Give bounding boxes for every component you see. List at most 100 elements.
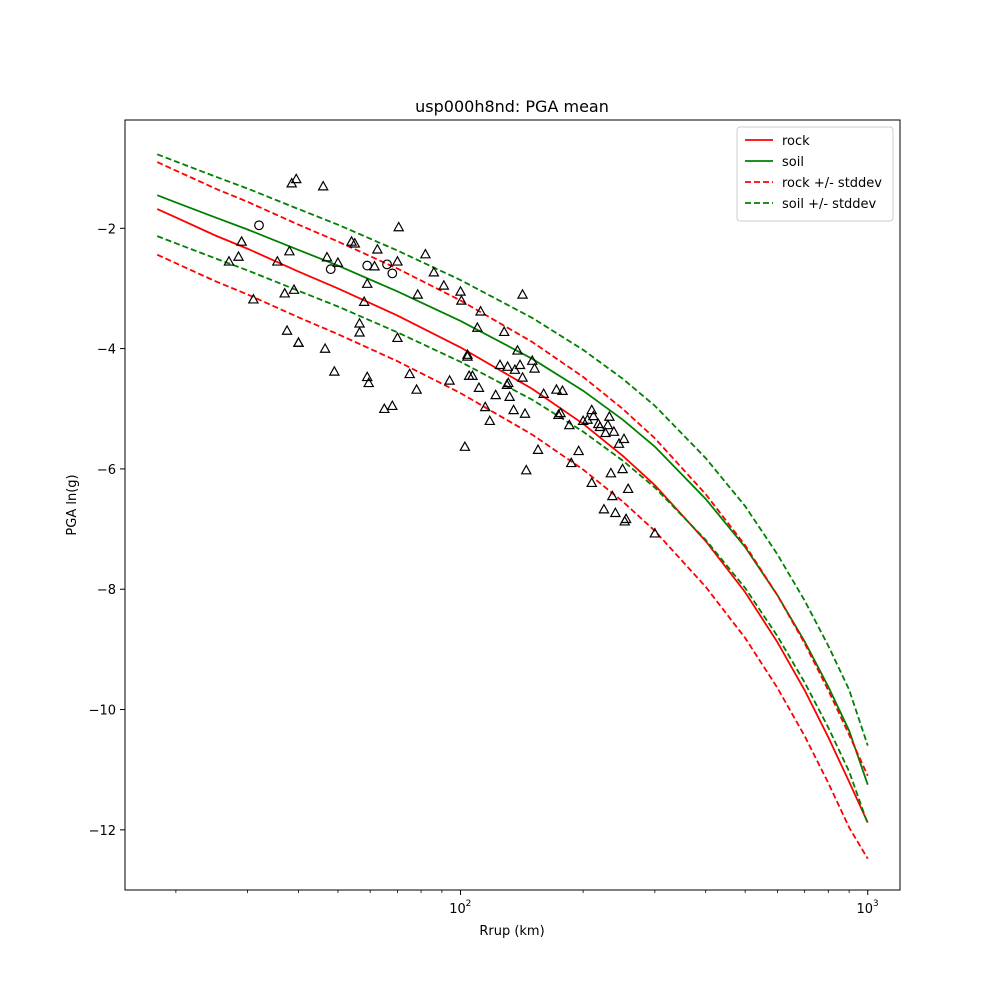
series-line-5 — [156, 235, 869, 825]
legend-label: rock +/- stddev — [782, 176, 882, 191]
observation-triangle — [332, 256, 344, 267]
observation-triangle — [292, 336, 305, 347]
legend-label: soil — [782, 155, 804, 170]
chart-title: usp000h8nd: PGA mean — [415, 97, 609, 116]
observation-triangle — [290, 173, 302, 184]
observation-triangle — [321, 251, 333, 262]
observation-circle — [382, 259, 392, 270]
observation-triangle — [598, 503, 610, 514]
observation-triangle — [490, 389, 502, 400]
observation-triangle — [235, 235, 248, 246]
observation-triangle — [271, 255, 283, 266]
x-tick-exponent: 3 — [873, 899, 879, 909]
plot-frame — [124, 119, 901, 891]
observation-triangle — [317, 180, 329, 191]
observation-triangle — [328, 365, 340, 376]
observation-triangle — [649, 527, 661, 538]
observation-triangle — [471, 321, 483, 332]
observation-triangle — [550, 383, 563, 394]
observation-triangle — [454, 285, 467, 296]
legend-label: soil +/- stddev — [782, 197, 877, 212]
observation-triangle — [281, 324, 293, 335]
observation-triangle — [428, 266, 440, 277]
observation-circle — [325, 264, 336, 275]
observation-triangle — [609, 506, 621, 518]
x-tick-label: 10 — [856, 902, 873, 917]
observation-triangle — [528, 362, 541, 373]
observation-triangle — [516, 288, 529, 299]
legend-label: rock — [782, 134, 810, 149]
observation-triangle — [363, 377, 375, 388]
observation-triangle — [501, 360, 514, 371]
y-tick-label: −8 — [97, 583, 116, 598]
x-axis-label: Rrup (km) — [479, 924, 544, 939]
observation-triangle — [283, 245, 296, 256]
series-line-3 — [156, 253, 869, 860]
observation-triangle — [279, 287, 291, 298]
observation-triangle — [378, 402, 390, 414]
observation-triangle — [419, 248, 432, 259]
observation-triangle — [410, 383, 423, 394]
observation-triangle — [532, 443, 544, 454]
observation-triangle — [473, 381, 485, 392]
observation-circle — [387, 268, 398, 279]
observation-triangle — [368, 260, 381, 271]
observation-triangle — [232, 250, 245, 261]
observation-triangle — [461, 348, 474, 359]
observation-triangle — [443, 374, 456, 385]
observation-triangle — [622, 482, 634, 494]
points-layer — [223, 173, 661, 538]
observation-triangle — [502, 377, 514, 388]
observation-triangle — [455, 294, 468, 305]
observation-triangle — [361, 277, 373, 288]
observation-circle — [254, 220, 264, 231]
legend: rock soil rock +/- stddev soil +/- stddev — [736, 126, 894, 222]
observation-triangle — [587, 410, 600, 421]
observation-triangle — [479, 401, 491, 412]
observation-triangle — [349, 237, 361, 248]
observation-triangle — [603, 410, 615, 421]
observation-triangle — [319, 342, 331, 353]
y-axis-label: PGA ln(g) — [65, 474, 80, 535]
observation-triangle — [516, 371, 529, 382]
observation-triangle — [391, 331, 404, 343]
observation-triangle — [577, 414, 589, 426]
observation-triangle — [565, 457, 577, 468]
observation-triangle — [498, 325, 510, 337]
observation-triangle — [599, 426, 612, 438]
observation-triangle — [358, 295, 370, 306]
observation-triangle — [613, 437, 625, 448]
series-line-2 — [156, 161, 869, 777]
y-tick-label: −2 — [97, 222, 116, 237]
observation-triangle — [474, 305, 487, 316]
observation-triangle — [554, 407, 567, 418]
y-tick-label: −10 — [89, 704, 116, 719]
observation-triangle — [504, 390, 516, 401]
observation-triangle — [556, 384, 569, 395]
observation-triangle — [608, 425, 620, 436]
observation-triangle — [438, 279, 450, 290]
observation-triangle — [288, 283, 300, 294]
observation-triangle — [511, 344, 524, 355]
legend-box — [736, 126, 894, 222]
observation-triangle — [602, 419, 614, 430]
observation-triangle — [509, 363, 521, 374]
observation-triangle — [404, 368, 416, 379]
observation-triangle — [616, 463, 629, 474]
observation-circle — [362, 260, 373, 271]
x-tick-label: 10 — [449, 902, 466, 917]
observation-triangle — [386, 399, 398, 411]
observation-triangle — [391, 255, 404, 266]
observation-triangle — [586, 476, 598, 488]
observation-triangle — [519, 407, 531, 418]
observation-triangle — [353, 326, 366, 337]
y-tick-label: −12 — [89, 824, 116, 839]
observation-triangle — [412, 288, 424, 299]
observation-triangle — [552, 408, 565, 420]
observation-triangle — [538, 387, 550, 398]
observation-triangle — [466, 369, 479, 380]
observation-triangle — [520, 464, 532, 475]
